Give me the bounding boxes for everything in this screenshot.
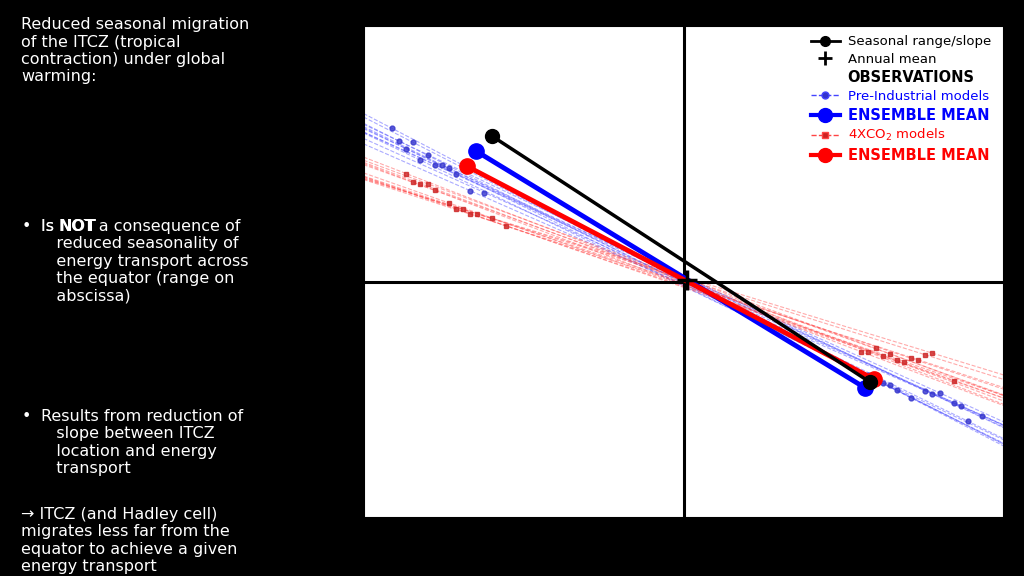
Text: Is: Is — [41, 219, 58, 234]
Text: Results from reduction of
   slope between ITCZ
   location and energy
   transp: Results from reduction of slope between … — [41, 409, 243, 476]
Text: •: • — [22, 409, 31, 424]
Text: •: • — [22, 219, 31, 234]
X-axis label: Atmospheric heat transport at the equator (PW): Atmospheric heat transport at the equato… — [490, 550, 877, 564]
Y-axis label: ITCZ location (P$_{\mathrm{CENT}}$ $\longrightarrow$ $\degree$ latitude): ITCZ location (P$_{\mathrm{CENT}}$ $\lon… — [298, 140, 316, 404]
Text: Is NOT a consequence of
   reduced seasonality of
   energy transport across
   : Is NOT a consequence of reduced seasonal… — [41, 219, 248, 304]
Title: 4XCO$_2$ and Pre-Industrial ITCZ location and
Atmospheric energy transport acros: 4XCO$_2$ and Pre-Industrial ITCZ locatio… — [484, 0, 883, 21]
Text: NOT: NOT — [58, 219, 96, 234]
Text: → ITCZ (and Hadley cell)
migrates less far from the
equator to achieve a given
e: → ITCZ (and Hadley cell) migrates less f… — [22, 507, 238, 574]
Text: Reduced seasonal migration
of the ITCZ (tropical
contraction) under global
warmi: Reduced seasonal migration of the ITCZ (… — [22, 17, 250, 85]
Legend: Seasonal range/slope, Annual mean, OBSERVATIONS, Pre-Industrial models, ENSEMBLE: Seasonal range/slope, Annual mean, OBSER… — [806, 30, 999, 168]
